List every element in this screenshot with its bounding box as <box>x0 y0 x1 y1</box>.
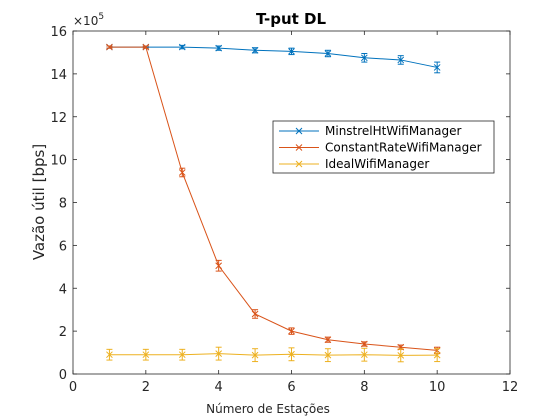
series-line <box>109 46 438 68</box>
data-point <box>251 351 259 359</box>
legend: MinstrelHtWifiManager ConstantRateWifiMan… <box>272 120 495 174</box>
y-tick-label: 6 <box>59 239 67 254</box>
chart-title: T-put DL <box>256 10 327 28</box>
x-tick-label: 2 <box>142 380 150 395</box>
data-point <box>251 46 259 54</box>
data-point <box>142 351 150 359</box>
x-tick-label: 12 <box>502 380 519 395</box>
y-tick-label: 8 <box>59 197 67 212</box>
y-tick-label: 12 <box>50 111 67 126</box>
data-point <box>178 43 186 51</box>
series-line <box>109 353 438 356</box>
y-tick-label: 10 <box>50 154 67 169</box>
data-point <box>360 351 368 359</box>
data-point <box>324 351 332 359</box>
legend-item-2: IdealWifiManager <box>279 157 429 171</box>
x-axis-title: Número de Estações <box>206 402 330 416</box>
y-tick-label: 2 <box>59 325 67 340</box>
legend-marker <box>295 127 303 135</box>
y-axis-exponent: ×105 <box>73 12 104 28</box>
data-point <box>106 43 113 51</box>
data-point <box>215 350 223 357</box>
data-point <box>142 43 150 51</box>
x-tick-label: 10 <box>429 380 446 395</box>
y-exponent-base: ×10 <box>73 14 98 28</box>
series-2 <box>106 346 441 363</box>
legend-marker <box>295 144 303 151</box>
y-tick-label: 0 <box>59 368 67 383</box>
data-point <box>178 351 186 359</box>
data-point <box>324 336 332 344</box>
data-point <box>288 48 295 55</box>
data-point <box>178 169 186 176</box>
legend-label: ConstantRateWifiManager <box>325 141 482 155</box>
x-tick-label: 0 <box>69 380 77 395</box>
x-tick-label: 8 <box>360 380 368 395</box>
y-tick-label: 4 <box>59 282 67 297</box>
data-point <box>288 327 295 335</box>
data-point <box>397 351 405 359</box>
axes-layer: 0 2 4 6 8 10 12 0 2 4 6 8 10 12 14 16 <box>50 25 518 395</box>
data-point <box>215 44 223 52</box>
data-point <box>324 50 332 57</box>
y-exponent-power: 5 <box>98 12 104 22</box>
x-tick-label: 4 <box>215 380 223 395</box>
y-tick-label: 14 <box>50 68 67 83</box>
data-point <box>215 262 223 270</box>
y-axis-title: Vazão útil [bps] <box>30 144 48 260</box>
data-point <box>433 351 441 359</box>
legend-label: MinstrelHtWifiManager <box>325 124 462 138</box>
data-point <box>106 351 113 359</box>
y-tick-label: 16 <box>50 25 67 40</box>
legend-item-1: ConstantRateWifiManager <box>279 141 482 155</box>
data-point <box>360 340 368 348</box>
data-point <box>433 64 441 71</box>
legend-label: IdealWifiManager <box>325 157 429 171</box>
series-layer <box>106 43 441 363</box>
data-point <box>251 310 259 318</box>
data-point <box>397 56 405 64</box>
x-tick-label: 6 <box>287 380 295 395</box>
plot-area <box>73 31 510 374</box>
legend-marker <box>295 160 303 168</box>
data-point <box>360 54 368 62</box>
data-point <box>288 350 295 358</box>
series-line <box>109 46 438 351</box>
legend-item-0: MinstrelHtWifiManager <box>279 124 462 138</box>
